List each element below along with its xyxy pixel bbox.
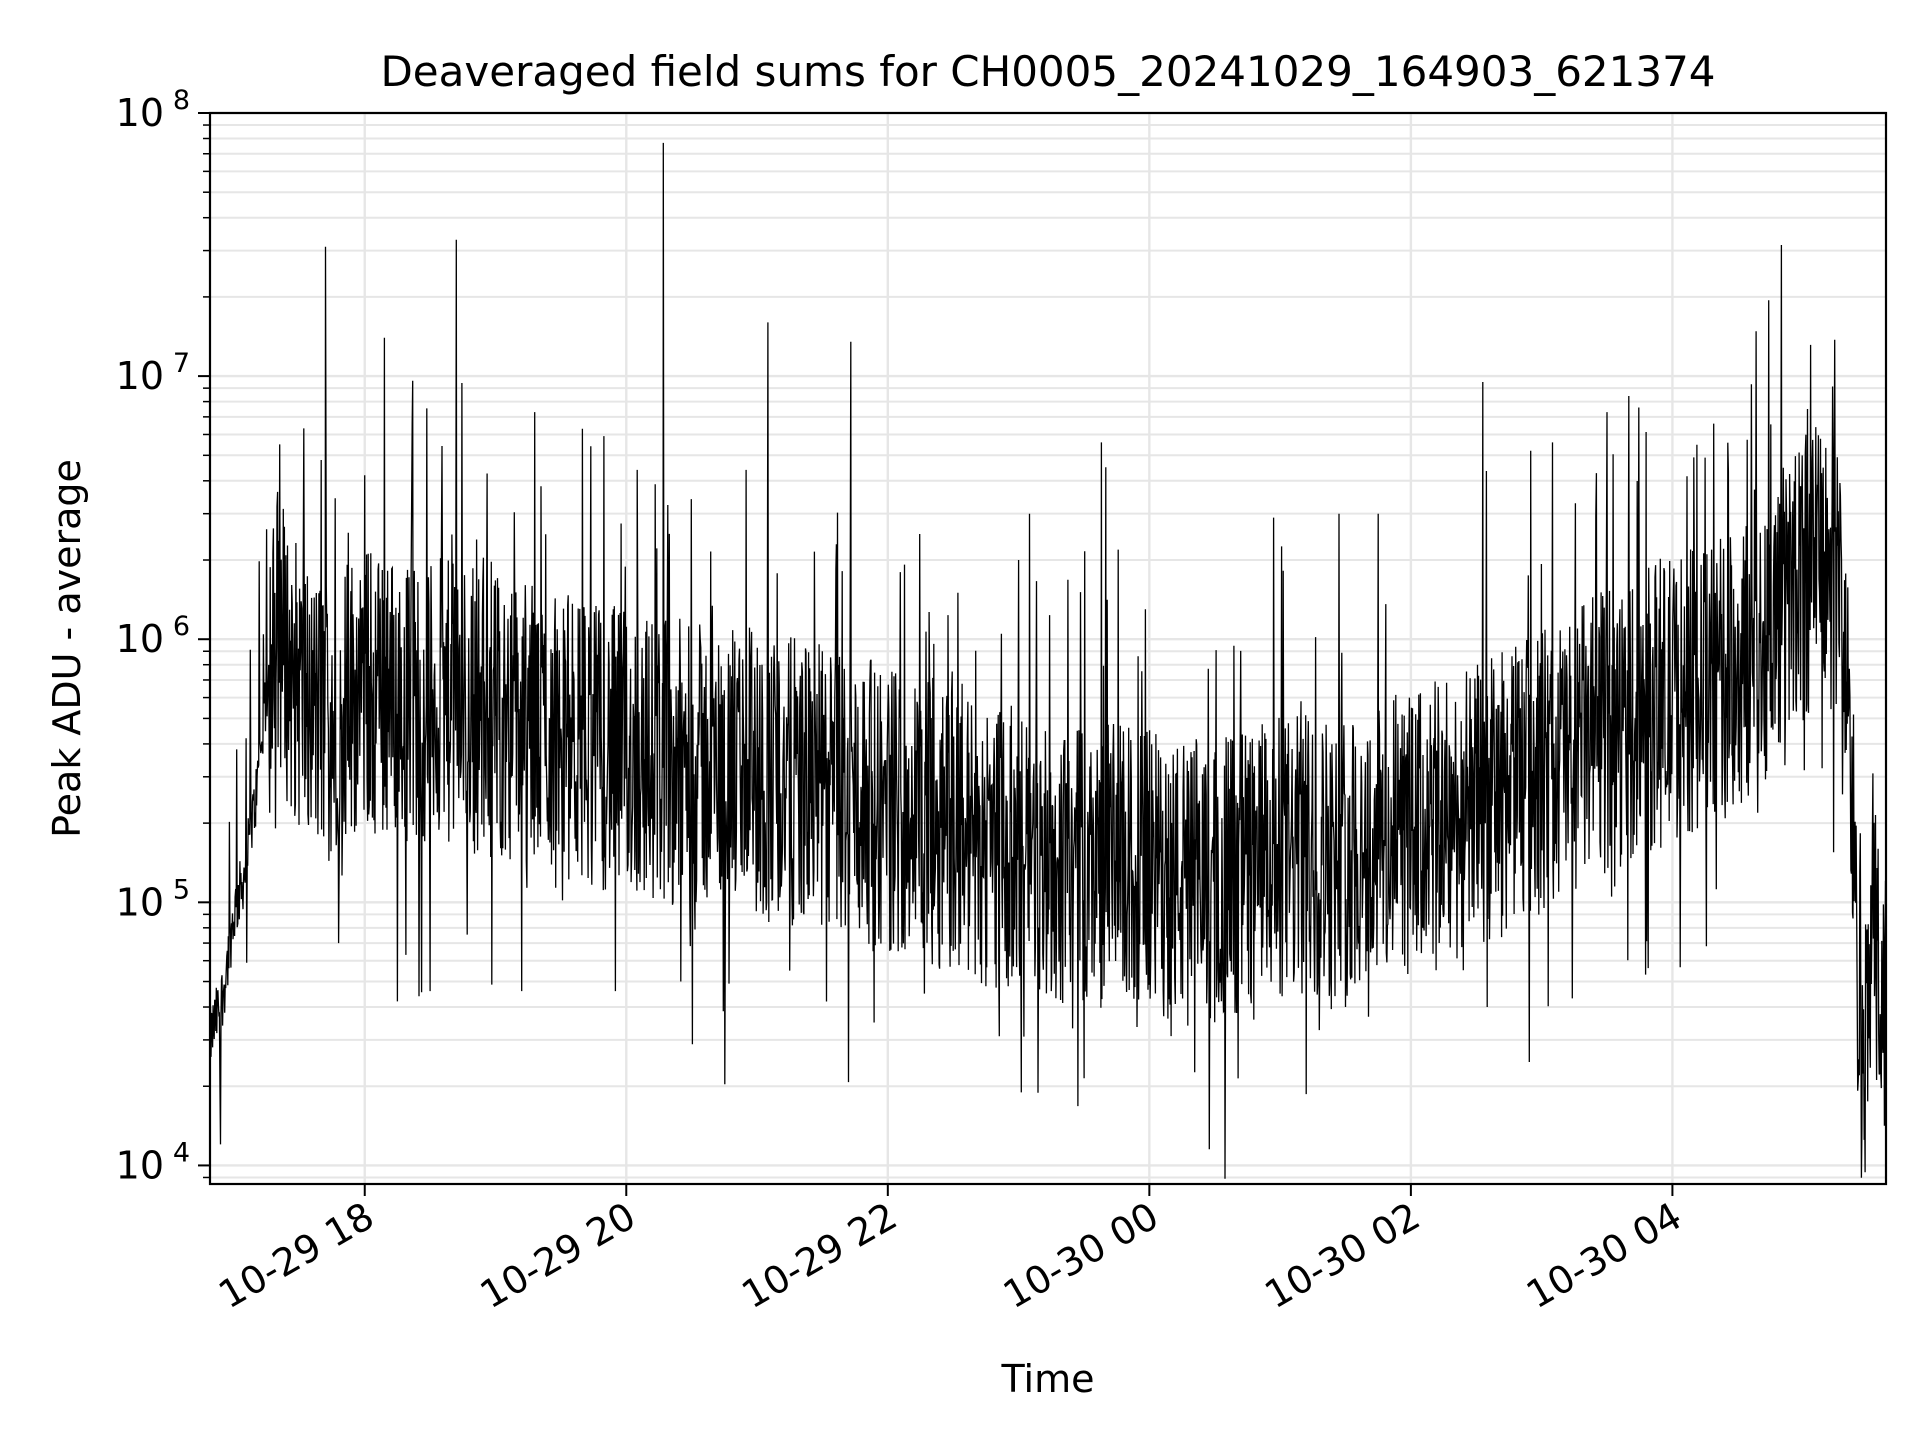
x-tick-label: 10-29 18 [211, 1194, 381, 1318]
y-tick-label: 10 [116, 354, 164, 398]
y-tick-exponent: 5 [173, 874, 190, 905]
y-tick-exponent: 6 [173, 611, 190, 642]
y-tick-exponent: 7 [173, 348, 190, 379]
y-axis-label: Peak ADU - average [45, 459, 89, 838]
x-axis-label: Time [1001, 1357, 1095, 1401]
y-tick-label: 10 [116, 880, 164, 924]
y-tick-label: 10 [116, 91, 164, 135]
y-tick-exponent: 4 [173, 1137, 190, 1168]
chart-title: Deaveraged field sums for CH0005_2024102… [380, 47, 1715, 96]
y-tick-label: 10 [116, 617, 164, 661]
x-tick-label: 10-30 02 [1257, 1194, 1427, 1318]
x-tick-label: 10-29 20 [473, 1194, 643, 1318]
series-line [209, 142, 1887, 1179]
y-tick-exponent: 8 [173, 85, 190, 116]
x-tick-label: 10-29 22 [734, 1194, 904, 1318]
x-tick-label: 10-30 04 [1519, 1194, 1689, 1318]
plot-frame [208, 111, 1888, 1186]
y-tick-label: 10 [116, 1143, 164, 1187]
data-series [209, 142, 1887, 1179]
x-tick-label: 10-30 00 [996, 1194, 1166, 1318]
